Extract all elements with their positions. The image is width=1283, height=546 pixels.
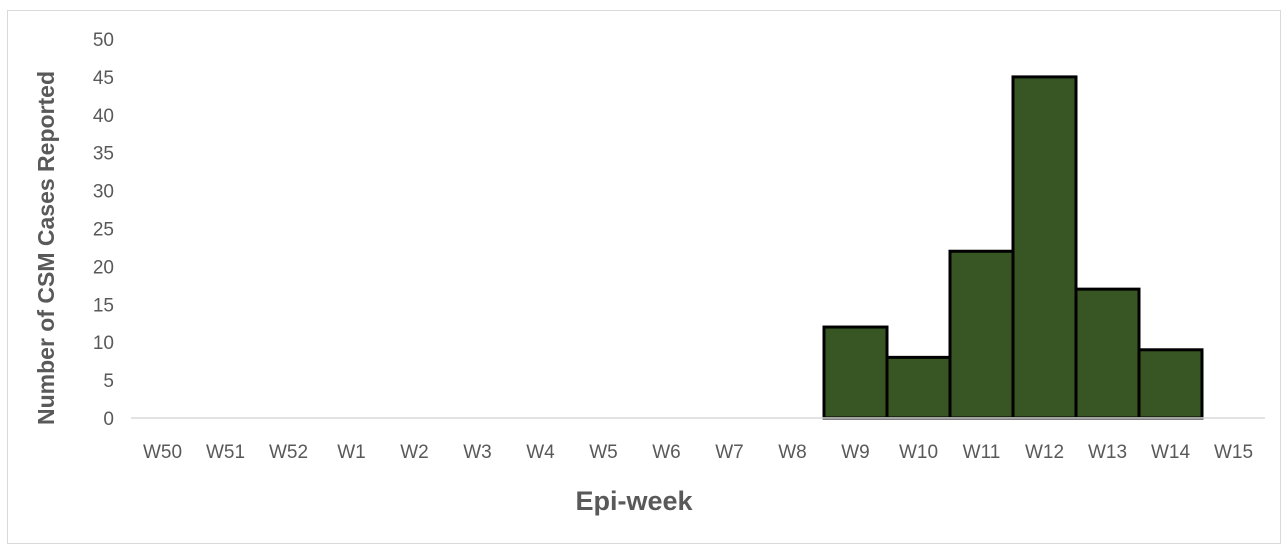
x-tick-label: W15 bbox=[1214, 442, 1253, 463]
x-tick-label: W14 bbox=[1151, 442, 1191, 463]
bar-w13 bbox=[1074, 287, 1141, 420]
y-tick-label: 35 bbox=[93, 144, 114, 165]
x-tick-label: W50 bbox=[143, 442, 182, 463]
y-tick-label: 45 bbox=[93, 68, 114, 89]
x-tick-label: W4 bbox=[526, 442, 555, 463]
x-tick-label: W52 bbox=[269, 442, 308, 463]
x-tick-label: W5 bbox=[589, 442, 618, 463]
x-tick-label: W10 bbox=[899, 442, 938, 463]
x-tick-label: W13 bbox=[1088, 442, 1127, 463]
x-tick-label: W7 bbox=[715, 442, 744, 463]
y-axis-ticks: 0 5 10 15 20 25 30 35 40 45 50 bbox=[93, 30, 114, 430]
y-tick-label: 10 bbox=[93, 333, 114, 354]
x-tick-label: W12 bbox=[1025, 442, 1064, 463]
y-tick-label: 15 bbox=[93, 295, 114, 316]
x-tick-label: W9 bbox=[841, 442, 870, 463]
x-tick-label: W2 bbox=[400, 442, 429, 463]
bars bbox=[822, 75, 1204, 420]
bar-w12 bbox=[1011, 75, 1078, 420]
x-axis-title: Epi-week bbox=[575, 486, 693, 516]
y-tick-label: 50 bbox=[93, 30, 114, 51]
x-tick-label: W1 bbox=[337, 442, 366, 463]
x-tick-label: W8 bbox=[778, 442, 807, 463]
y-tick-label: 5 bbox=[103, 371, 114, 392]
y-axis-title: Number of CSM Cases Reported bbox=[33, 71, 59, 425]
y-tick-label: 0 bbox=[103, 409, 114, 430]
y-tick-label: 25 bbox=[93, 220, 114, 241]
x-tick-label: W51 bbox=[206, 442, 245, 463]
bar-w10 bbox=[885, 355, 952, 420]
y-tick-label: 20 bbox=[93, 257, 114, 278]
bar-w14 bbox=[1137, 348, 1204, 420]
x-tick-label: W3 bbox=[463, 442, 492, 463]
y-tick-label: 30 bbox=[93, 182, 114, 203]
x-tick-label: W6 bbox=[652, 442, 681, 463]
y-tick-label: 40 bbox=[93, 106, 114, 127]
bar-w11 bbox=[948, 249, 1015, 420]
bar-w9 bbox=[822, 325, 889, 420]
x-tick-label: W11 bbox=[963, 442, 1001, 463]
x-axis-ticks: W50 W51 W52 W1 W2 W3 W4 W5 W6 W7 W8 W9 W10 W11 W12 W13 W… bbox=[143, 442, 1253, 463]
